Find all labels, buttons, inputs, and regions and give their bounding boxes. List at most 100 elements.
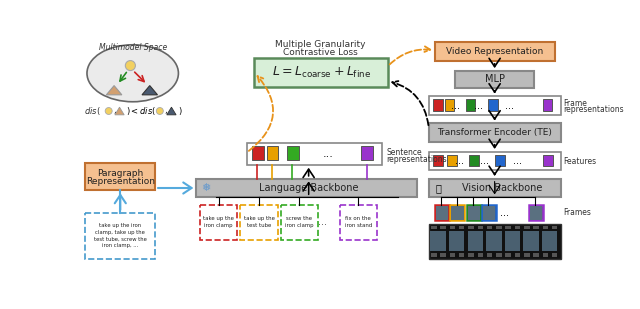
Bar xyxy=(455,71,534,88)
Bar xyxy=(435,42,555,61)
Bar xyxy=(451,205,465,220)
Bar xyxy=(267,146,278,160)
Text: take up the
iron clamp: take up the iron clamp xyxy=(204,216,234,228)
Bar xyxy=(542,231,557,251)
Bar xyxy=(436,206,448,220)
Bar xyxy=(449,231,465,251)
Text: ❅: ❅ xyxy=(201,183,210,193)
Text: $dis($: $dis($ xyxy=(84,105,100,117)
Bar xyxy=(254,58,388,87)
Bar xyxy=(552,253,557,256)
Bar xyxy=(429,96,561,115)
Bar xyxy=(515,226,520,229)
Bar xyxy=(467,205,481,220)
Bar xyxy=(287,146,298,160)
Ellipse shape xyxy=(87,45,179,102)
Bar xyxy=(281,205,318,239)
Text: screw the
iron clamp: screw the iron clamp xyxy=(285,216,314,228)
Bar xyxy=(451,206,463,220)
Bar xyxy=(483,206,495,220)
Text: representations: representations xyxy=(386,155,447,164)
Text: ...: ... xyxy=(323,149,333,159)
Bar xyxy=(467,231,483,251)
Text: Transformer Encoder (TE): Transformer Encoder (TE) xyxy=(437,128,552,137)
Bar xyxy=(477,226,483,229)
Bar xyxy=(433,99,443,111)
Bar xyxy=(241,205,278,239)
Bar xyxy=(524,231,539,251)
Text: Frame: Frame xyxy=(563,99,587,108)
Text: Contrastive Loss: Contrastive Loss xyxy=(283,48,358,57)
Text: ...: ... xyxy=(505,101,514,111)
Bar xyxy=(435,205,449,220)
Text: take up the iron
clamp, take up the
test tube, screw the
iron clamp, ...: take up the iron clamp, take up the test… xyxy=(94,223,147,248)
Bar xyxy=(487,253,492,256)
Bar xyxy=(429,123,561,142)
Text: Video Representation: Video Representation xyxy=(446,47,543,56)
Bar xyxy=(459,226,465,229)
Bar xyxy=(429,224,561,259)
Bar xyxy=(445,99,454,111)
Ellipse shape xyxy=(125,61,136,70)
Bar xyxy=(524,226,529,229)
Bar xyxy=(459,253,465,256)
Bar xyxy=(477,253,483,256)
Bar xyxy=(543,155,553,167)
Text: $)$: $)$ xyxy=(178,105,182,117)
Text: Vision Backbone: Vision Backbone xyxy=(462,183,543,193)
Bar xyxy=(506,226,511,229)
Text: Features: Features xyxy=(563,157,596,166)
Bar xyxy=(488,99,498,111)
Bar xyxy=(506,253,511,256)
Text: 🔥: 🔥 xyxy=(435,183,441,193)
Bar xyxy=(450,253,455,256)
Text: ...: ... xyxy=(451,101,460,111)
Ellipse shape xyxy=(156,108,163,114)
Bar xyxy=(200,205,237,239)
Bar xyxy=(447,155,457,167)
Bar xyxy=(529,205,543,220)
Polygon shape xyxy=(167,107,176,115)
Bar xyxy=(552,226,557,229)
Text: ...: ... xyxy=(455,156,464,166)
Bar xyxy=(533,253,539,256)
Text: representations: representations xyxy=(563,105,623,114)
Text: fix on the
iron stand: fix on the iron stand xyxy=(344,216,372,228)
Bar xyxy=(440,253,446,256)
Bar xyxy=(543,226,548,229)
Text: Paragraph: Paragraph xyxy=(97,169,143,178)
Text: ...: ... xyxy=(318,217,327,227)
Bar xyxy=(543,99,552,111)
Text: Multiple Granularity: Multiple Granularity xyxy=(275,40,365,49)
Bar xyxy=(529,206,542,220)
Bar xyxy=(496,253,502,256)
Text: ...: ... xyxy=(500,208,509,218)
Bar xyxy=(429,179,561,197)
Bar xyxy=(196,179,417,197)
Bar xyxy=(362,146,373,160)
Bar xyxy=(440,226,446,229)
Text: take up the
test tube: take up the test tube xyxy=(244,216,275,228)
Bar xyxy=(524,253,529,256)
Bar xyxy=(468,226,474,229)
Bar xyxy=(431,226,436,229)
Bar xyxy=(246,143,382,165)
Bar xyxy=(85,213,155,259)
Text: Language Backbone: Language Backbone xyxy=(259,183,358,193)
Bar xyxy=(486,231,502,251)
Bar xyxy=(487,226,492,229)
Bar xyxy=(340,205,377,239)
Text: Sentence: Sentence xyxy=(386,148,422,157)
Bar xyxy=(505,231,520,251)
Bar xyxy=(450,226,455,229)
Bar xyxy=(482,205,496,220)
Polygon shape xyxy=(106,86,122,95)
Bar xyxy=(431,253,436,256)
Text: ...: ... xyxy=(474,101,483,111)
Text: $,$: $,$ xyxy=(164,107,168,116)
Bar xyxy=(433,155,444,167)
Bar xyxy=(469,155,479,167)
Bar xyxy=(468,253,474,256)
Polygon shape xyxy=(115,107,124,115)
Bar xyxy=(515,253,520,256)
